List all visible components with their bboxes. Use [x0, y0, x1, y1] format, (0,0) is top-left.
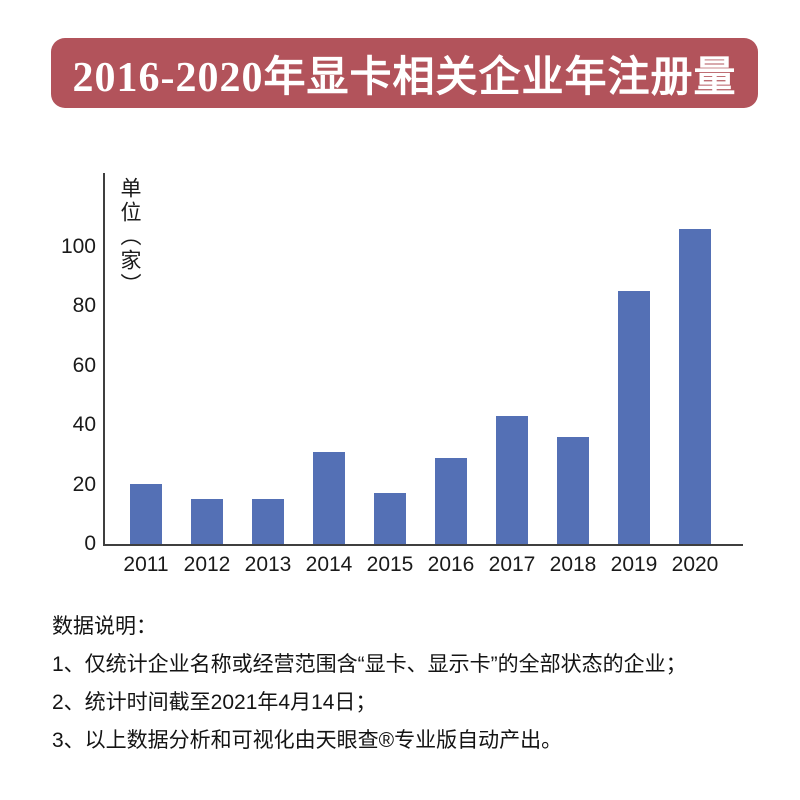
- x-tick-2019: 2019: [610, 553, 658, 576]
- x-axis-line: [103, 544, 743, 546]
- note-line-1: 1、仅统计企业名称或经营范围含“显卡、显示卡”的全部状态的企业；: [52, 653, 687, 676]
- bar-2015: [374, 493, 406, 544]
- bar-2019: [618, 291, 650, 544]
- title-banner: 2016-2020年显卡相关企业年注册量: [51, 38, 758, 108]
- y-tick-60: 60: [72, 353, 96, 377]
- y-tick-100: 100: [60, 234, 96, 258]
- x-tick-2013: 2013: [244, 553, 292, 576]
- y-tick-80: 80: [72, 294, 96, 317]
- note-line-2: 2、统计时间截至2021年4月14日；: [52, 691, 377, 714]
- x-tick-2015: 2015: [366, 553, 414, 576]
- bar-2012: [191, 499, 223, 544]
- chart-title: 2016-2020年显卡相关企业年注册量: [72, 54, 737, 101]
- y-tick-40: 40: [72, 413, 96, 436]
- y-tick-20: 20: [72, 472, 96, 496]
- bar-2020: [679, 229, 711, 544]
- bar-2014: [313, 452, 345, 544]
- bar-2013: [252, 499, 284, 544]
- y-tick-0: 0: [84, 532, 96, 555]
- x-tick-2018: 2018: [549, 553, 597, 576]
- x-tick-2014: 2014: [305, 553, 353, 576]
- data-notes: 数据说明： 1、仅统计企业名称或经营范围含“显卡、显示卡”的全部状态的企业； 2、…: [52, 608, 762, 760]
- bar-2011: [130, 484, 162, 544]
- x-tick-2017: 2017: [488, 553, 536, 576]
- x-tick-2016: 2016: [427, 553, 475, 576]
- x-tick-2012: 2012: [183, 553, 231, 576]
- y-axis-line: [103, 173, 105, 546]
- bar-2018: [557, 437, 589, 544]
- note-line-3: 3、以上数据分析和可视化由天眼查®专业版自动产出。: [52, 729, 563, 752]
- bar-2016: [435, 458, 467, 544]
- notes-heading: 数据说明：: [52, 615, 157, 638]
- y-axis-title: 单位（家）: [118, 177, 141, 297]
- x-tick-2011: 2011: [123, 553, 169, 576]
- x-tick-2020: 2020: [671, 553, 719, 576]
- bar-2017: [496, 416, 528, 544]
